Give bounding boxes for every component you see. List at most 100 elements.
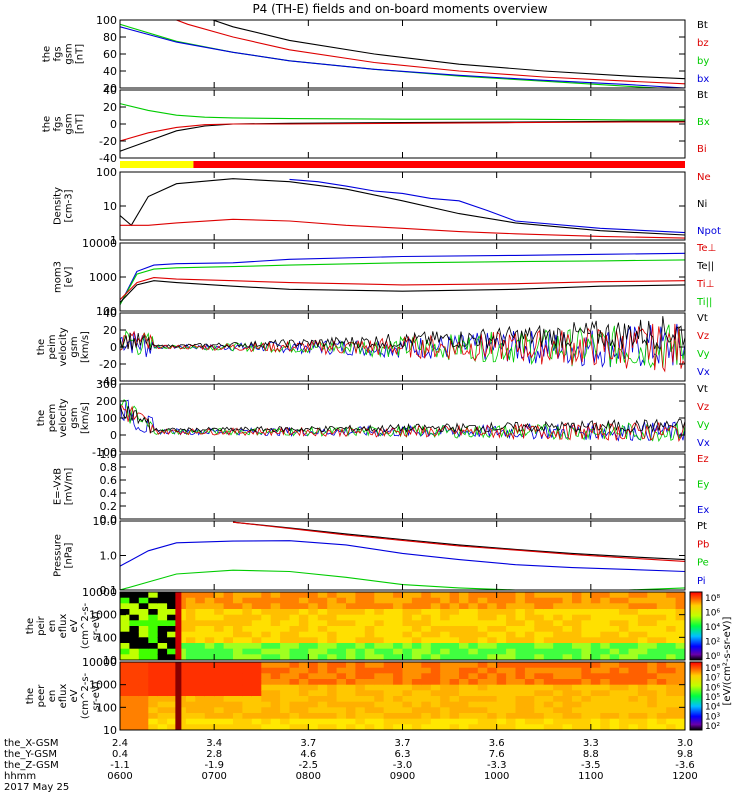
spectrogram-cell bbox=[204, 643, 215, 650]
spectrogram-cell bbox=[120, 707, 130, 714]
spectrogram-cell bbox=[317, 626, 328, 633]
spectrogram-cell bbox=[553, 662, 564, 669]
spectrogram-cell bbox=[637, 690, 648, 697]
spectrogram-cell bbox=[214, 631, 225, 638]
spectrogram-cell bbox=[402, 718, 413, 725]
spectrogram-cell bbox=[562, 637, 573, 644]
y-tick-label: 100 bbox=[96, 305, 117, 318]
spectrogram-cell bbox=[449, 718, 460, 725]
spectrogram-cell bbox=[270, 718, 281, 725]
spectrogram-cell bbox=[411, 679, 422, 686]
spectrogram-cell bbox=[336, 626, 347, 633]
spectrogram-cell bbox=[675, 626, 685, 633]
series-ti|| bbox=[120, 259, 685, 305]
spectrogram-cell bbox=[383, 724, 394, 730]
spectrogram-cell bbox=[374, 718, 385, 725]
spectrogram-cell bbox=[468, 696, 479, 703]
spectrogram-cell bbox=[204, 684, 215, 691]
spectrogram-cell bbox=[411, 609, 422, 616]
spectrogram-cell bbox=[637, 673, 648, 680]
spectrogram-cell bbox=[628, 648, 639, 655]
spectrogram-cell bbox=[421, 713, 432, 720]
spectrogram-cell bbox=[289, 701, 300, 708]
y-tick-label: 20 bbox=[103, 82, 117, 95]
spectrogram-cell bbox=[647, 620, 658, 627]
spectrogram-cell bbox=[327, 684, 338, 691]
spectrogram-cell bbox=[449, 603, 460, 610]
spectrogram-cell bbox=[138, 707, 149, 714]
spectrogram-cell bbox=[647, 654, 658, 660]
spectrogram-cell bbox=[233, 603, 243, 610]
spectrogram-cell bbox=[157, 667, 168, 674]
y-tick-label: 0.4 bbox=[100, 487, 118, 500]
y-tick-label: -40 bbox=[99, 152, 117, 165]
spectrogram-cell bbox=[336, 654, 347, 660]
spectrogram-cell bbox=[647, 690, 658, 697]
spectrogram-cell bbox=[534, 690, 545, 697]
spectrogram-cell bbox=[496, 614, 507, 621]
spectrogram-cell bbox=[242, 609, 253, 616]
spectrogram-cell bbox=[675, 592, 685, 599]
spectrogram-cell bbox=[666, 701, 677, 708]
spectrogram-cell bbox=[487, 597, 498, 604]
spectrogram-cell bbox=[459, 620, 469, 627]
spectrogram-cell bbox=[600, 662, 611, 669]
colorbar-tick-label: 10⁸ bbox=[705, 594, 720, 604]
y-tick-label: 0.8 bbox=[100, 461, 118, 474]
spectrogram-cell bbox=[459, 713, 469, 720]
spectrogram-cell bbox=[195, 643, 206, 650]
spectrogram-cell bbox=[675, 631, 685, 638]
spectrogram-cell bbox=[402, 673, 413, 680]
spectrogram-cell bbox=[251, 667, 262, 674]
spectrogram-cell bbox=[496, 597, 507, 604]
spectrogram-cell bbox=[374, 626, 385, 633]
spectrogram-cell bbox=[496, 667, 507, 674]
spectrogram-cell bbox=[346, 690, 356, 697]
spectrogram-cell bbox=[487, 592, 498, 599]
figure-title: P4 (TH-E) fields and on-board moments ov… bbox=[252, 2, 547, 16]
spectrogram-cell bbox=[185, 713, 196, 720]
spectrogram-cell bbox=[336, 690, 347, 697]
spectrogram-cell bbox=[524, 690, 535, 697]
spectrogram-cell bbox=[251, 713, 262, 720]
spectrogram-cell bbox=[270, 597, 281, 604]
spectrogram-cell bbox=[590, 707, 601, 714]
spectrogram-cell bbox=[176, 620, 187, 627]
spectrogram-cell bbox=[195, 690, 206, 697]
spectrogram-cell bbox=[506, 654, 517, 660]
spectrogram-cell bbox=[590, 724, 601, 730]
spectrogram-cell bbox=[167, 603, 178, 610]
spectrogram-cell bbox=[138, 631, 149, 638]
spectrogram-cell bbox=[411, 673, 422, 680]
spectrogram-cell bbox=[572, 592, 582, 599]
spectrogram-cell bbox=[449, 637, 460, 644]
spectrogram-cell bbox=[553, 614, 564, 621]
spectrogram-cell bbox=[590, 620, 601, 627]
spectrogram-cell bbox=[233, 626, 243, 633]
spectrogram-cell bbox=[581, 701, 592, 708]
spectrogram-cell bbox=[120, 643, 130, 650]
spectrogram-cell bbox=[675, 662, 685, 669]
spectrogram-cell bbox=[280, 662, 291, 669]
spectrogram-cell bbox=[647, 724, 658, 730]
spectrogram-cell bbox=[374, 684, 385, 691]
spectrogram-cell bbox=[214, 684, 225, 691]
spectrogram-cell bbox=[562, 662, 573, 669]
spectrogram-cell bbox=[581, 679, 592, 686]
spectrogram-cell bbox=[355, 614, 366, 621]
spectrogram-cell bbox=[496, 724, 507, 730]
spectrogram-cell bbox=[120, 724, 130, 730]
spectrogram-cell bbox=[374, 637, 385, 644]
spectrogram-cell bbox=[223, 724, 234, 730]
spectrogram-cell bbox=[167, 701, 178, 708]
spectrogram-cell bbox=[261, 597, 272, 604]
spectrogram-cell bbox=[506, 673, 517, 680]
legend-entry: Bt bbox=[697, 90, 708, 101]
spectrogram-cell bbox=[233, 713, 243, 720]
y-axis-label-line: E=-VxB bbox=[53, 468, 64, 505]
colorbar-tick-label: 10⁶ bbox=[705, 609, 720, 619]
y-axis-label-line: velocity bbox=[58, 327, 69, 366]
spectrogram-cell bbox=[666, 648, 677, 655]
spectrogram-cell bbox=[496, 701, 507, 708]
